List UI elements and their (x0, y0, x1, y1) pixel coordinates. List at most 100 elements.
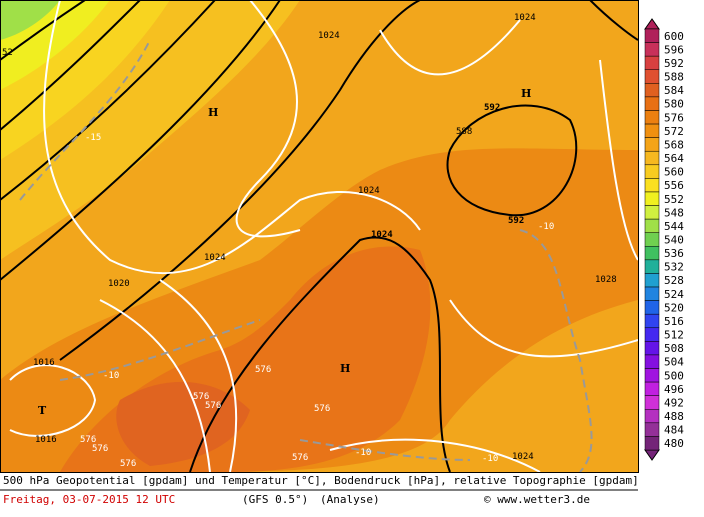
colorbar-swatch (644, 69, 660, 84)
map-label: 1024 (371, 230, 393, 240)
map-label: -10 (538, 222, 554, 232)
colorbar-swatch (644, 395, 660, 410)
map-label: 576 (92, 444, 108, 454)
map-label: T (38, 404, 47, 417)
colorbar-label: 492 (664, 396, 684, 409)
colorbar-label: 584 (664, 84, 684, 97)
colorbar-label: 588 (664, 71, 684, 84)
map-label: 1016 (35, 435, 57, 445)
footer-caption: 500 hPa Geopotential [gpdam] und Tempera… (3, 474, 639, 487)
colorbar-label: 568 (664, 138, 684, 151)
map-label: 592 (508, 216, 524, 226)
colorbar-label: 548 (664, 206, 684, 219)
footer: 500 hPa Geopotential [gpdam] und Tempera… (0, 474, 639, 506)
colorbar-swatch (644, 205, 660, 220)
temperature-lines (19, 39, 593, 473)
geopotential-lines (0, 0, 639, 473)
colorbar-swatch (644, 381, 660, 396)
colorbar-swatch (644, 191, 660, 206)
colorbar-label: 524 (664, 288, 684, 301)
map-label: 576 (292, 453, 308, 463)
colorbar-label: 544 (664, 220, 684, 233)
colorbar-swatch (644, 436, 660, 451)
map-label: 1024 (318, 31, 340, 41)
colorbar-label: 576 (664, 111, 684, 124)
colorbar-swatch (644, 110, 660, 125)
colorbar-label: 528 (664, 274, 684, 287)
map-label: -10 (103, 371, 119, 381)
colorbar-swatch (644, 286, 660, 301)
colorbar-label: 496 (664, 383, 684, 396)
colorbar-label: 480 (664, 437, 684, 450)
colorbar-swatch (644, 164, 660, 179)
isobars (9, 0, 639, 473)
colorbar-label: 592 (664, 57, 684, 70)
map: 52 -15 H 1024 1024 1024 592 H 588 1024 5… (0, 0, 639, 473)
colorbar-swatch (644, 259, 660, 274)
colorbar: 6005965925885845805765725685645605565525… (644, 18, 684, 461)
colorbar-swatch (644, 137, 660, 152)
map-label: 592 (484, 103, 500, 113)
colorbar-label: 500 (664, 369, 684, 382)
colorbar-swatch (644, 218, 660, 233)
colorbar-label: 484 (664, 424, 684, 437)
colorbar-swatch (644, 42, 660, 57)
colorbar-label: 540 (664, 234, 684, 247)
colorbar-swatch (644, 232, 660, 247)
colorbar-swatch (644, 327, 660, 342)
map-label: 576 (193, 392, 209, 402)
colorbar-swatch (644, 150, 660, 166)
colorbar-label: 504 (664, 356, 684, 369)
colorbar-label: 556 (664, 179, 684, 192)
map-label: 52 (2, 48, 13, 58)
map-label: 576 (80, 435, 96, 445)
map-label: 588 (456, 127, 472, 137)
colorbar-label: 560 (664, 166, 684, 179)
colorbar-swatch (644, 28, 660, 43)
map-label: H (340, 362, 350, 375)
map-label: 576 (255, 365, 271, 375)
map-frame (0, 0, 639, 473)
map-label: 1020 (108, 279, 130, 289)
map-label: H (521, 87, 531, 100)
colorbar-label: 512 (664, 329, 684, 342)
map-label: 1024 (204, 253, 226, 263)
colorbar-swatch (644, 273, 660, 288)
colorbar-swatch (644, 83, 660, 98)
colorbar-swatch (644, 313, 660, 329)
colorbar-swatch (644, 300, 660, 315)
colorbar-arrow-bottom (644, 449, 660, 461)
colorbar-swatch (644, 422, 660, 437)
map-label: 576 (205, 401, 221, 411)
colorbar-swatch (644, 368, 660, 383)
colorbar-label: 564 (664, 152, 684, 165)
map-label: H (208, 106, 218, 119)
colorbar-swatch (644, 123, 660, 138)
colorbar-label: 520 (664, 301, 684, 314)
footer-run: (Analyse) (320, 493, 380, 506)
colorbar-label: 572 (664, 125, 684, 138)
map-label: -10 (482, 454, 498, 464)
colorbar-label: 552 (664, 193, 684, 206)
map-label: 1028 (595, 275, 617, 285)
map-label: 576 (314, 404, 330, 414)
colorbar-label: 508 (664, 342, 684, 355)
map-label: 1024 (358, 186, 380, 196)
footer-copyright: © www.wetter3.de (484, 493, 590, 506)
colorbar-swatch (644, 354, 660, 369)
band-544 (0, 0, 60, 40)
band-580 (116, 381, 250, 466)
map-label: 1024 (514, 13, 536, 23)
colorbar-swatch (644, 341, 660, 356)
colorbar-label: 516 (664, 315, 684, 328)
footer-model: (GFS 0.5°) (242, 493, 308, 506)
colorbar-label: 532 (664, 261, 684, 274)
colorbar-label: 600 (664, 30, 684, 43)
footer-date: Freitag, 03-07-2015 12 UTC (3, 493, 175, 506)
map-label: -10 (355, 448, 371, 458)
colorbar-swatch (644, 246, 660, 261)
colorbar-label: 580 (664, 98, 684, 111)
map-label: 1016 (33, 358, 55, 368)
colorbar-label: 488 (664, 410, 684, 423)
